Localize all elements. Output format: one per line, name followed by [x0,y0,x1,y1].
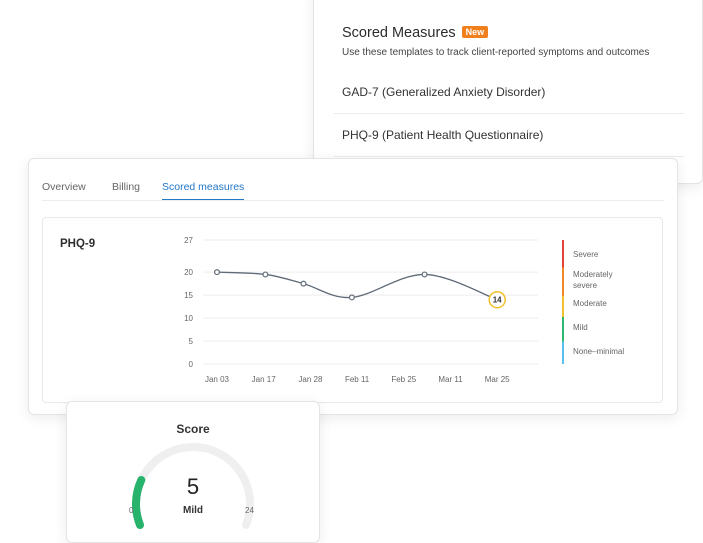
legend-item-severe: Severe [573,250,599,259]
legend-item-moderate: Moderate [573,299,607,308]
measure-item-label: GAD-7 (Generalized Anxiety Disorder) [342,85,546,99]
scored-measures-panel: Scored Measures New Use these templates t… [313,0,703,184]
y-tick-label: 5 [189,337,194,346]
x-tick-label: Mar 25 [485,375,510,384]
tab-overview[interactable]: Overview [42,181,86,193]
x-tick-label: Jan 17 [252,375,277,384]
score-max-label: 24 [245,506,254,515]
score-gauge [132,443,254,529]
data-point [300,280,307,287]
phq9-chart-card: PHQ-9 0 5 10 15 20 27 Jan 03 Jan 17 Jan 28 Feb 11… [42,217,663,403]
y-tick-label: 10 [184,314,193,323]
y-tick-label: 15 [184,291,193,300]
y-tick-label: 0 [189,360,194,369]
tab-billing[interactable]: Billing [112,181,141,193]
scored-measures-title: Scored Measures New [342,25,489,41]
x-tick-label: Feb 25 [391,375,416,384]
y-tick-label: 20 [184,268,193,277]
score-value: 5 [186,474,200,499]
gauge-fill [132,476,146,529]
legend-color-bar [562,240,564,364]
tab-scored-measures[interactable]: Scored measures [162,181,245,201]
scored-measures-description: Use these templates to track client-repo… [342,47,650,58]
latest-score-label: 14 [493,296,502,305]
x-tick-label: Feb 11 [345,375,370,384]
score-severity-label: Mild [183,505,203,516]
x-tick-label: Mar 11 [438,375,463,384]
measure-item-label: PHQ-9 (Patient Health Questionnaire) [342,128,544,142]
latest-score-marker [488,290,506,309]
client-panel: Overview Billing Scored measures PHQ-9 0… [28,158,678,415]
score-title: Score [176,422,210,436]
y-tick-label: 27 [184,236,193,245]
data-point [262,271,269,278]
data-point [421,271,428,278]
x-tick-label: Jan 03 [205,375,230,384]
data-point [214,269,221,276]
x-tick-label: Jan 28 [298,375,323,384]
score-gauge-card: Score 5 Mild 0 24 [66,401,320,543]
legend-item-none-minimal: None–minimal [573,347,625,356]
new-badge: New [461,26,489,38]
score-min-label: 0 [129,506,134,515]
measure-item-gad7[interactable]: GAD-7 (Generalized Anxiety Disorder) [334,71,684,114]
legend-item-mild: Mild [573,323,588,332]
legend-item-moderately-severe: Moderately severe [573,270,613,290]
tabs-divider [42,200,664,201]
scored-measures-title-text: Scored Measures [342,25,456,41]
data-point [348,294,355,301]
phq9-line-chart: 0 5 10 15 20 27 Jan 03 Jan 17 Jan 28 Feb 11 Feb 25… [184,236,538,384]
measure-item-phq9[interactable]: PHQ-9 (Patient Health Questionnaire) [334,114,684,157]
chart-title: PHQ-9 [60,238,96,250]
